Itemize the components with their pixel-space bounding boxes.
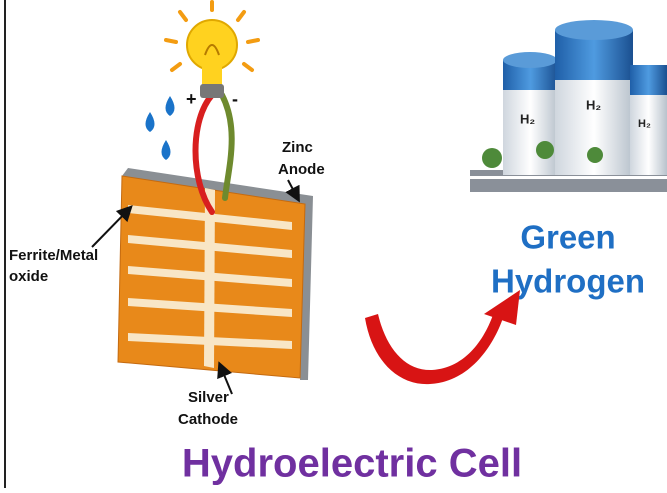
silver-label: Silver — [188, 389, 229, 406]
tank-label: H₂ — [586, 97, 601, 112]
plus-label: + — [186, 89, 197, 109]
tank-label: H₂ — [638, 118, 651, 130]
diagram: + - Zinc Anode Ferrite/Metal oxide Silve… — [0, 0, 667, 488]
tank-label: H₂ — [520, 111, 535, 126]
page: + - Zinc Anode Ferrite/Metal oxide Silve… — [0, 0, 667, 488]
green-label: Green — [520, 219, 615, 256]
zinc-label: Zinc — [282, 139, 313, 156]
curved-arrow — [365, 290, 520, 384]
oxide-label: oxide — [9, 268, 48, 285]
title: Hydroelectric Cell — [182, 442, 522, 486]
ferrite-label: Ferrite/Metal — [9, 247, 98, 264]
light-bulb — [166, 2, 258, 98]
cell-panel — [118, 168, 313, 380]
hydrogen-tanks — [470, 20, 667, 192]
cathode-label: Cathode — [178, 411, 238, 428]
minus-label: - — [232, 89, 238, 109]
water-drops — [146, 96, 175, 160]
anode-label: Anode — [278, 161, 325, 178]
